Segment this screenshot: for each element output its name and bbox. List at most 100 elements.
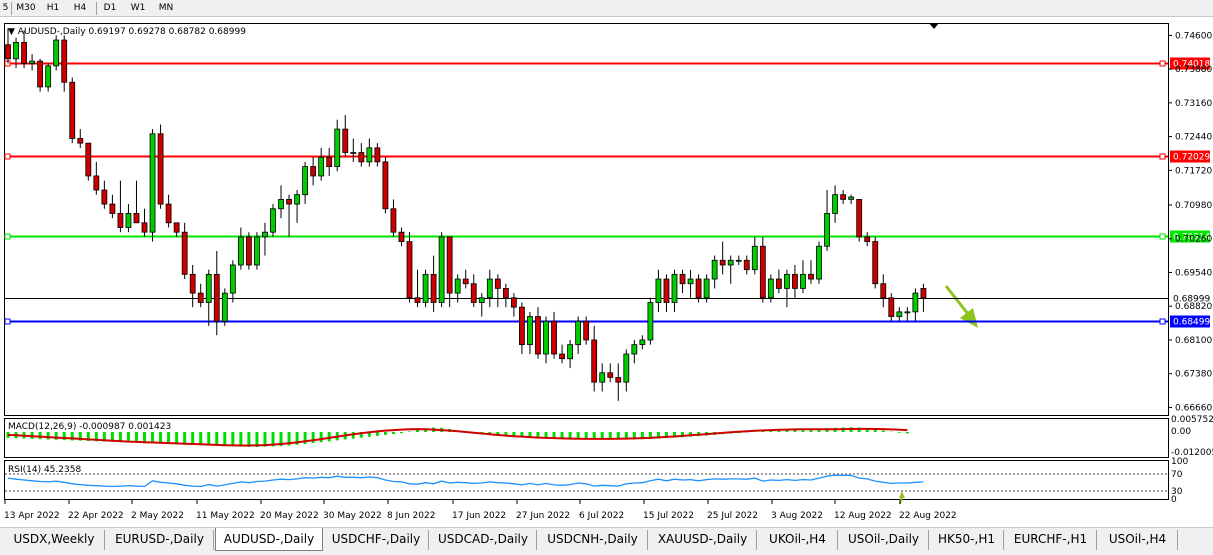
candle [414, 269, 421, 308]
candle [848, 194, 855, 205]
candle [101, 180, 108, 209]
price-axis-label: 0.67380 [1175, 370, 1212, 380]
price-axis-label: 0.66660 [1175, 403, 1212, 413]
tab-eurusd-daily[interactable]: EURUSD-,Daily [106, 530, 214, 550]
tab-usdcnh-daily[interactable]: USDCNH-,Daily [538, 530, 648, 550]
candle [286, 194, 292, 237]
tab-audusd-daily[interactable]: AUDUSD-,Daily [215, 528, 323, 551]
candle [703, 274, 710, 303]
tab-usoil-h4[interactable]: USOil-,H4 [1098, 530, 1178, 550]
tab-usdx-weekly[interactable]: USDX,Weekly [4, 530, 105, 550]
candle [358, 143, 365, 167]
price-axis-label: 0.69540 [1175, 268, 1212, 278]
candle [45, 63, 52, 92]
timeframe-w1-button[interactable]: W1 [130, 3, 146, 13]
date-axis-label: 17 Jun 2022 [452, 511, 506, 521]
resistance-2-price-tag [1170, 150, 1210, 163]
candle [567, 339, 573, 369]
date-axis-label: 27 Jun 2022 [516, 511, 570, 521]
candle [117, 180, 124, 233]
date-axis-label: 12 Aug 2022 [834, 511, 892, 521]
tab-usdchf-daily[interactable]: USDCHF-,Daily [324, 530, 429, 550]
date-axis-label: 22 Aug 2022 [899, 511, 957, 521]
candle [470, 274, 477, 308]
candle [422, 269, 429, 308]
candle [197, 283, 204, 308]
timeframe-h4-button[interactable]: H4 [73, 3, 87, 13]
candle [262, 222, 268, 256]
resistance-1-anchor[interactable] [1159, 60, 1166, 67]
tab-ukoil-h4[interactable]: UKOil-,H4 [758, 530, 838, 550]
candle [767, 274, 774, 303]
candle [237, 227, 244, 270]
tab-hk50-h1[interactable]: HK50-,H1 [930, 530, 1004, 550]
price-pane-frame [4, 23, 1169, 416]
collapse-triangle-icon[interactable]: ▼ [8, 27, 15, 37]
candle [294, 190, 300, 223]
resistance-2-anchor[interactable] [1159, 153, 1166, 160]
timeframe-m5-button[interactable]: 5 [2, 3, 9, 13]
candle [735, 255, 742, 265]
candle [535, 307, 541, 359]
chart-shift-marker[interactable] [929, 23, 939, 29]
support-2-anchor[interactable] [1159, 318, 1166, 325]
tab-xauusd-daily[interactable]: XAUUSD-,Daily [649, 530, 757, 550]
candle [759, 236, 766, 303]
candle [165, 194, 172, 228]
candle [679, 269, 686, 294]
candle [181, 222, 188, 280]
timeframe-mn-button[interactable]: MN [158, 3, 174, 13]
rsi-axis-label: 70 [1171, 470, 1183, 480]
chart-window[interactable]: 0.74018 0.72029 0.70314 0.68999 0.68499 0.00… [0, 18, 1213, 525]
axes: 0.74600 0.73880 0.73160 0.72440 0.71720 0.709… [4, 31, 1212, 521]
date-axis-label: 15 Jul 2022 [643, 511, 694, 521]
candle [342, 115, 349, 158]
candle [510, 293, 517, 317]
support-1-anchor[interactable] [4, 233, 11, 240]
candle [270, 204, 276, 237]
support-2-anchor[interactable] [4, 318, 11, 325]
candle [816, 241, 822, 284]
toolbar-separator [96, 2, 97, 15]
resistance-2-anchor[interactable] [4, 153, 11, 160]
chart-canvas[interactable]: 0.74018 0.72029 0.70314 0.68999 0.68499 0.00… [0, 18, 1213, 525]
timeframe-d1-button[interactable]: D1 [103, 3, 117, 13]
macd-axis-label: 0.005752 [1171, 415, 1213, 425]
price-axis-label: 0.68820 [1175, 302, 1212, 312]
tab-eurchf-h1[interactable]: EURCHF-,H1 [1005, 530, 1097, 550]
candle [478, 293, 485, 317]
current-price-price-tag [1170, 292, 1210, 305]
horizontal-levels: 0.74018 0.72029 0.70314 0.68999 0.68499 [4, 57, 1210, 328]
tab-usdcad-daily[interactable]: USDCAD-,Daily [430, 530, 537, 550]
candle [254, 232, 260, 270]
down-arrow-annotation [944, 285, 978, 328]
candle [438, 232, 445, 308]
candle [21, 30, 27, 69]
candle [502, 283, 509, 308]
candle [880, 274, 887, 308]
date-axis-label: 20 May 2022 [260, 511, 319, 521]
rsi-pane-frame [4, 460, 1169, 500]
candle [856, 198, 863, 242]
candle [494, 274, 501, 308]
candle [751, 236, 758, 275]
candle [663, 274, 670, 312]
timeframe-m30-button[interactable]: M30 [16, 3, 36, 13]
support-1-anchor[interactable] [1159, 233, 1166, 240]
timeframe-h1-button[interactable]: H1 [46, 3, 60, 13]
candle [398, 227, 405, 247]
candle [920, 283, 927, 312]
candle [711, 255, 718, 289]
candle [141, 208, 148, 237]
symbol-name: AUDUSD-,Daily [17, 27, 86, 37]
rsi-line [7, 474, 924, 488]
candle [904, 307, 911, 322]
candle [109, 194, 116, 219]
candle [671, 269, 678, 312]
candle [583, 316, 590, 345]
price-axis-label: 0.70980 [1175, 201, 1212, 211]
candle [743, 255, 750, 275]
candle [808, 260, 814, 284]
support-2-price-label: 0.68499 [1173, 318, 1210, 328]
tab-usoil-daily[interactable]: USOil-,Daily [839, 530, 929, 550]
